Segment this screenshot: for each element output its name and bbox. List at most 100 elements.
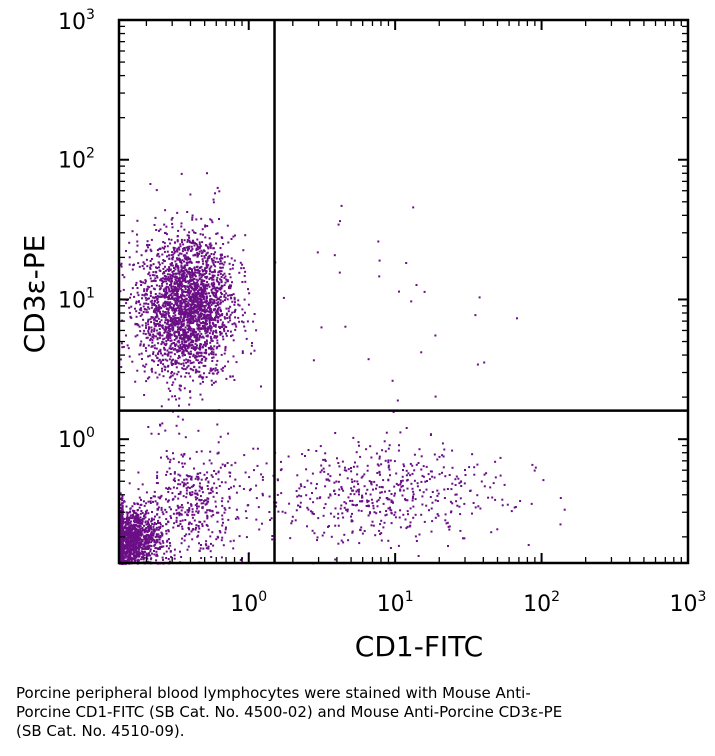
data-point bbox=[149, 183, 152, 185]
data-point bbox=[244, 270, 247, 273]
data-point bbox=[165, 532, 168, 535]
data-point bbox=[199, 472, 202, 475]
data-point bbox=[215, 331, 218, 334]
data-point bbox=[191, 317, 194, 320]
data-point bbox=[136, 532, 139, 535]
data-point bbox=[200, 322, 203, 325]
data-point bbox=[160, 324, 163, 327]
data-point bbox=[379, 491, 382, 494]
data-point bbox=[149, 500, 152, 503]
data-point bbox=[341, 487, 343, 490]
data-point bbox=[208, 316, 211, 319]
data-point bbox=[186, 211, 189, 213]
data-point bbox=[200, 273, 203, 276]
data-point bbox=[154, 304, 157, 307]
data-point bbox=[203, 272, 206, 275]
data-point bbox=[212, 302, 215, 305]
data-point bbox=[225, 326, 228, 329]
data-point bbox=[218, 314, 221, 317]
data-point bbox=[181, 241, 183, 244]
data-point bbox=[228, 315, 231, 318]
data-point bbox=[248, 476, 251, 479]
data-point bbox=[207, 264, 210, 267]
data-point bbox=[276, 478, 279, 481]
data-point bbox=[208, 272, 211, 275]
data-point bbox=[211, 360, 214, 362]
data-point bbox=[153, 323, 156, 326]
data-point bbox=[221, 335, 224, 338]
data-point bbox=[149, 290, 152, 293]
data-point bbox=[163, 277, 166, 280]
data-point bbox=[149, 554, 152, 557]
data-point bbox=[195, 450, 198, 453]
data-point bbox=[194, 354, 197, 357]
population-3 bbox=[192, 395, 566, 565]
data-point bbox=[228, 471, 231, 474]
data-point bbox=[127, 537, 130, 540]
data-point bbox=[160, 405, 163, 408]
data-point bbox=[206, 322, 208, 325]
data-point bbox=[181, 418, 184, 421]
data-point bbox=[170, 218, 173, 221]
data-point bbox=[161, 511, 164, 514]
data-point bbox=[165, 340, 168, 343]
data-point bbox=[388, 444, 391, 447]
data-point bbox=[374, 534, 377, 537]
data-point bbox=[180, 222, 183, 225]
data-point bbox=[163, 280, 166, 283]
data-point bbox=[129, 524, 132, 527]
data-point bbox=[417, 462, 420, 464]
data-point bbox=[196, 283, 199, 286]
data-point bbox=[188, 344, 191, 347]
data-point bbox=[156, 254, 159, 257]
data-point bbox=[324, 460, 327, 462]
data-point bbox=[145, 502, 148, 505]
data-point bbox=[227, 360, 230, 363]
data-point bbox=[180, 308, 183, 311]
data-point bbox=[406, 478, 409, 481]
data-point bbox=[188, 314, 191, 317]
data-point bbox=[168, 268, 171, 270]
data-point bbox=[226, 255, 229, 258]
data-point bbox=[166, 318, 169, 321]
data-point bbox=[217, 281, 220, 284]
data-point bbox=[130, 305, 133, 308]
data-point bbox=[157, 519, 159, 522]
data-point bbox=[139, 343, 142, 346]
data-point bbox=[216, 304, 219, 306]
data-point bbox=[368, 512, 371, 515]
data-point bbox=[141, 553, 144, 556]
data-point bbox=[120, 514, 123, 516]
data-point bbox=[221, 266, 224, 269]
data-point bbox=[127, 511, 129, 514]
data-point bbox=[126, 552, 129, 555]
data-point bbox=[389, 459, 392, 462]
data-point bbox=[179, 492, 182, 495]
data-point bbox=[153, 296, 156, 299]
data-point bbox=[134, 512, 137, 514]
data-point bbox=[145, 311, 148, 314]
data-point bbox=[198, 366, 201, 369]
data-point bbox=[305, 468, 308, 471]
data-point bbox=[422, 491, 425, 494]
data-point bbox=[217, 261, 220, 264]
data-point bbox=[203, 520, 206, 523]
data-point bbox=[170, 339, 173, 342]
data-point bbox=[173, 249, 176, 252]
data-point bbox=[134, 546, 137, 549]
data-point bbox=[217, 470, 220, 473]
data-point bbox=[469, 490, 472, 492]
data-point bbox=[125, 528, 128, 531]
data-point bbox=[137, 535, 140, 538]
data-point bbox=[145, 535, 148, 538]
data-point bbox=[201, 260, 204, 263]
data-point bbox=[175, 509, 178, 512]
data-point bbox=[154, 515, 156, 518]
data-point bbox=[157, 342, 160, 345]
data-point bbox=[195, 285, 198, 288]
data-point bbox=[296, 474, 299, 477]
data-point bbox=[179, 243, 182, 246]
data-point bbox=[129, 507, 132, 510]
data-point bbox=[191, 300, 193, 303]
data-point bbox=[354, 461, 356, 464]
